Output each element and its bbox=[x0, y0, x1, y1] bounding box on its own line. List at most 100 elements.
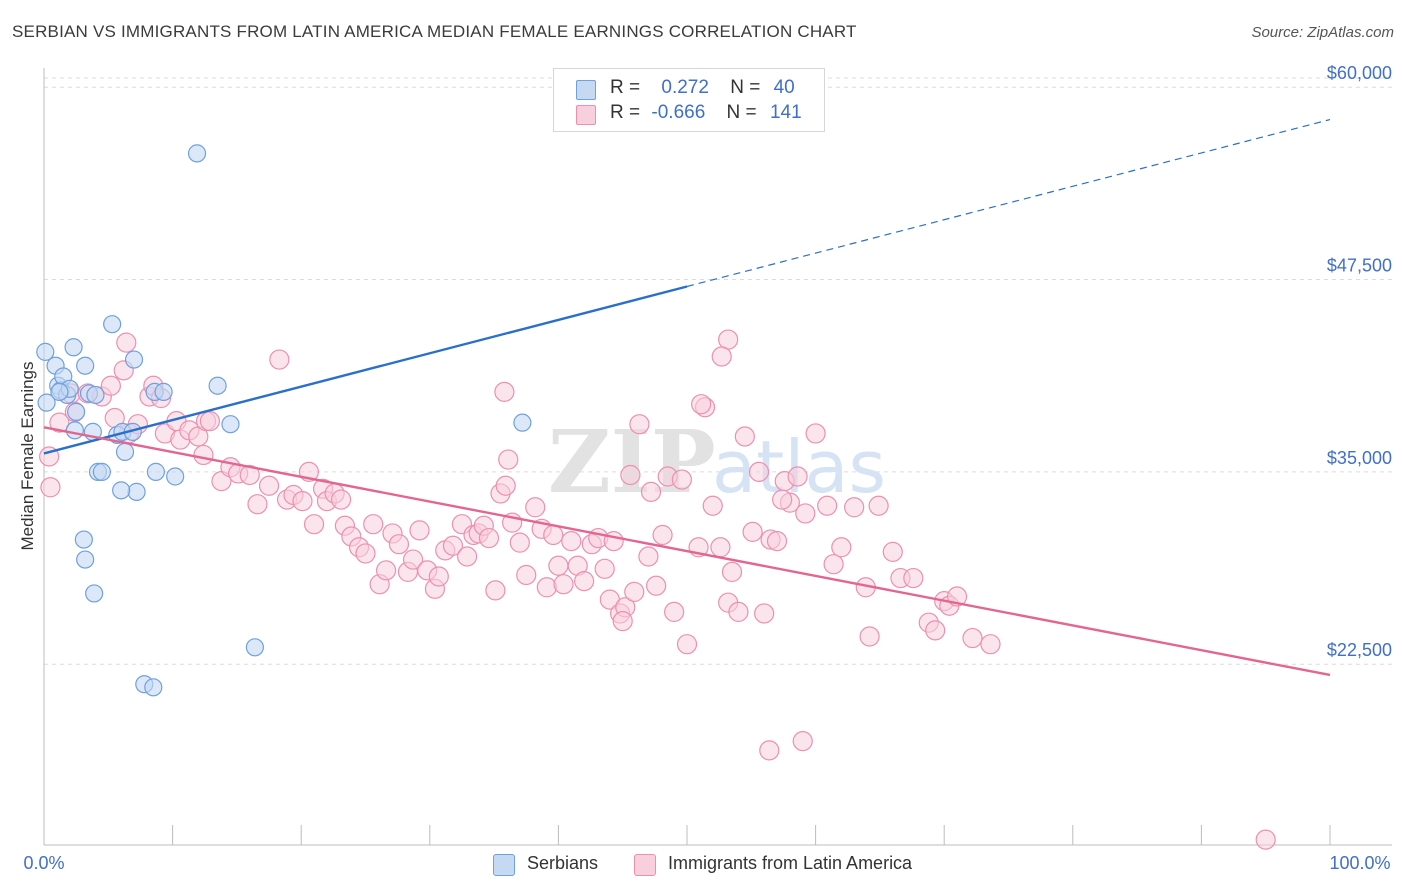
latin-point bbox=[652, 524, 673, 546]
latin-point bbox=[831, 537, 852, 558]
latin-point bbox=[516, 564, 537, 586]
latin-america-points bbox=[39, 329, 1276, 850]
serbians-swatch bbox=[576, 80, 596, 100]
latin-point bbox=[543, 524, 564, 546]
latin-point bbox=[388, 534, 410, 555]
latin-point bbox=[485, 580, 506, 601]
latin-point bbox=[548, 555, 569, 576]
serbian-point bbox=[154, 382, 173, 401]
latin-point bbox=[525, 497, 546, 518]
latin-point bbox=[721, 561, 743, 582]
latin-point bbox=[442, 535, 464, 556]
latin-n-value: 141 bbox=[769, 102, 802, 123]
serbian-point bbox=[112, 481, 131, 500]
serbians-trend-extension bbox=[686, 118, 1331, 288]
serbian-point bbox=[76, 550, 95, 569]
x-tick-label-max: 100.0% bbox=[1329, 853, 1390, 873]
latin-legend-label: Immigrants from Latin America bbox=[668, 853, 913, 873]
latin-point bbox=[536, 577, 557, 598]
serbians-legend-label: Serbians bbox=[527, 853, 599, 873]
latin-point bbox=[116, 332, 137, 353]
source-label: Source: ZipAtlas.com bbox=[1251, 24, 1394, 41]
latin-point bbox=[711, 346, 732, 367]
serbian-point bbox=[166, 467, 185, 486]
latin-point bbox=[787, 466, 808, 487]
serbian-point bbox=[146, 462, 165, 481]
latin-point bbox=[193, 444, 214, 466]
y-tick-label: $60,000 bbox=[1327, 63, 1392, 83]
latin-point bbox=[671, 469, 692, 490]
latin-point bbox=[754, 603, 775, 624]
latin-point bbox=[702, 495, 723, 516]
latin-point bbox=[553, 574, 574, 595]
serbian-point bbox=[74, 530, 93, 549]
latin-point bbox=[375, 560, 397, 581]
latin-point bbox=[759, 740, 780, 761]
serbian-point bbox=[85, 584, 104, 603]
serbian-point bbox=[103, 315, 122, 334]
serbians-trend-line bbox=[43, 285, 688, 455]
latin-point bbox=[629, 414, 650, 435]
serbian-point bbox=[37, 393, 56, 412]
latin-point bbox=[925, 620, 946, 641]
serbian-point bbox=[245, 638, 265, 657]
latin-point bbox=[638, 546, 659, 567]
serbian-point bbox=[144, 678, 163, 697]
latin-point bbox=[691, 394, 712, 415]
latin-point bbox=[624, 581, 645, 602]
n-label: N = bbox=[730, 77, 761, 98]
latin-r-value: -0.666 bbox=[651, 102, 706, 123]
serbian-point bbox=[513, 413, 532, 432]
latin-point bbox=[844, 497, 865, 518]
serbian-point bbox=[36, 342, 55, 361]
y-tick-label: $22,500 bbox=[1327, 640, 1392, 660]
latin-point bbox=[355, 543, 376, 564]
latin-point bbox=[456, 546, 478, 567]
latin-trend-line bbox=[43, 426, 1331, 677]
tick-labels: $22,500 $35,000 $47,500 $60,000 0.0% 100.0% bbox=[23, 63, 1392, 873]
latin-point bbox=[1255, 829, 1276, 850]
gridlines bbox=[44, 77, 1392, 665]
latin-point bbox=[710, 537, 731, 558]
y-tick-label: $35,000 bbox=[1327, 448, 1392, 468]
latin-point bbox=[478, 527, 500, 549]
serbian-point bbox=[127, 482, 146, 501]
latin-point bbox=[728, 601, 749, 623]
serbians-legend-swatch bbox=[493, 854, 515, 876]
chart-title: SERBIAN VS IMMIGRANTS FROM LATIN AMERICA… bbox=[12, 22, 857, 41]
serbian-point bbox=[221, 415, 240, 434]
x-tick-label-min: 0.0% bbox=[23, 853, 64, 873]
latin-point bbox=[330, 489, 352, 510]
serbians-n-value: 40 bbox=[773, 77, 795, 98]
serbian-point bbox=[208, 376, 227, 395]
latin-point bbox=[428, 566, 449, 587]
n-label: N = bbox=[726, 102, 757, 123]
latin-point bbox=[100, 375, 121, 396]
latin-point bbox=[495, 475, 516, 496]
latin-point bbox=[594, 558, 615, 579]
latin-point bbox=[402, 549, 424, 570]
latin-point bbox=[817, 495, 838, 516]
latin-point bbox=[805, 423, 826, 444]
serbian-point bbox=[50, 382, 69, 401]
correlation-legend: R = 0.272 N = 40 R = -0.666 N = 141 bbox=[553, 68, 825, 132]
latin-point bbox=[859, 626, 880, 647]
latin-point bbox=[903, 567, 924, 589]
latin-point bbox=[795, 503, 816, 524]
latin-point bbox=[49, 412, 70, 433]
latin-point bbox=[664, 601, 685, 623]
latin-point bbox=[292, 491, 313, 512]
y-axis-label: Median Female Earnings bbox=[18, 362, 37, 551]
latin-point bbox=[498, 449, 519, 470]
latin-point bbox=[247, 494, 268, 515]
trend-lines bbox=[43, 118, 1331, 677]
latin-point bbox=[612, 611, 633, 632]
latin-point bbox=[620, 464, 641, 486]
latin-point bbox=[748, 461, 770, 482]
latin-point bbox=[409, 520, 430, 541]
latin-point bbox=[363, 514, 384, 535]
serbians-r-value: 0.272 bbox=[661, 77, 709, 98]
latin-point bbox=[792, 731, 813, 752]
latin-point bbox=[40, 477, 61, 498]
